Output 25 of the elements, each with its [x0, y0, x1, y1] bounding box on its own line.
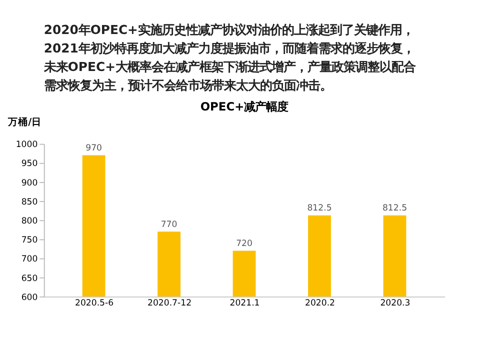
y-tick-label: 700	[21, 254, 38, 265]
text: 2020年OPEC+实施历史性减产协议对油价的上涨起到了关键作用，	[44, 22, 414, 37]
y-tick-label: 600	[21, 292, 38, 303]
text: 未来OPEC+大概率会在减产框架下渐进式增产，产量政策调整以配合	[42, 59, 416, 74]
y-axis-title: 万桶/日	[7, 116, 42, 128]
data-label: 970	[86, 144, 102, 154]
x-tick-label: 2020.5-6	[74, 298, 114, 309]
y-tick-label: 850	[21, 197, 38, 208]
y-tick-label: 950	[21, 159, 38, 170]
chart-title: OPEC+减产幅度	[200, 99, 288, 114]
data-label: 720	[236, 238, 252, 249]
y-tick-label: 800	[21, 216, 38, 226]
x-tick-label: 2020.7-12	[148, 298, 192, 309]
x-tick-label: 2020.3	[380, 298, 410, 309]
x-tick-label: 2021.1	[230, 298, 260, 309]
y-tick-label: 650	[21, 274, 38, 284]
y-tick-label: 750	[21, 236, 38, 246]
y-tick-label: 1000	[16, 140, 38, 150]
data-label: 812.5	[307, 204, 332, 214]
x-tick-label: 2020.2	[304, 298, 335, 309]
data-label: 770	[160, 220, 178, 230]
data-label: 812.5	[382, 204, 408, 214]
text: 需求恢复为主，预计不会给市场带来太大的负面冲击。	[44, 78, 332, 93]
y-tick-label: 900	[21, 178, 38, 188]
text: 2021年初沙特再度加大减产力度提振油市，而随着需求的逐步恢复，	[44, 40, 414, 56]
